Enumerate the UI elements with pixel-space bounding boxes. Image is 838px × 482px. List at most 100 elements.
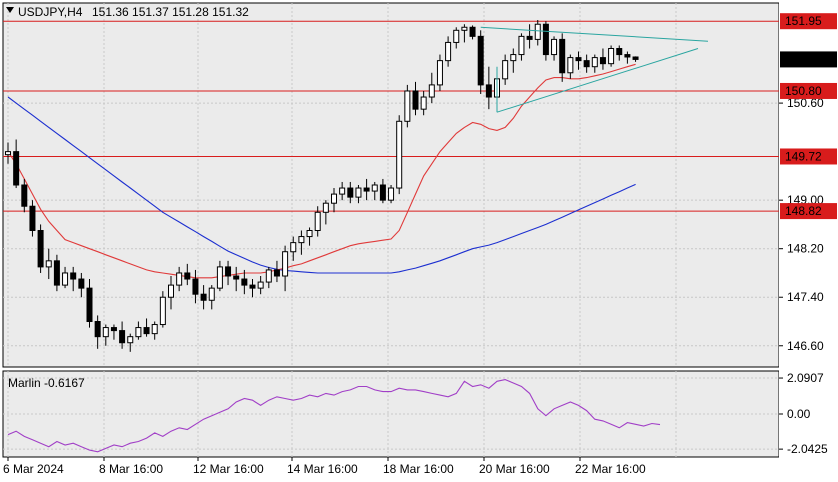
candle: [371, 181, 378, 201]
candle: [168, 276, 174, 310]
candle: [608, 45, 615, 67]
osc-tick-label: -2.0425: [787, 442, 828, 456]
candle-body: [249, 284, 256, 289]
candle: [233, 266, 240, 292]
candle-body: [94, 321, 101, 338]
candle: [127, 333, 134, 352]
candle-body: [453, 29, 460, 43]
candle: [119, 321, 126, 349]
candle: [94, 315, 101, 349]
candle: [21, 178, 28, 213]
level-price-tag: [780, 82, 837, 99]
candle: [298, 230, 305, 255]
candle-body: [119, 330, 126, 344]
candle: [200, 285, 207, 310]
candle: [151, 321, 158, 340]
candle: [216, 260, 223, 292]
axis-labels: 150.60149.00148.20147.40146.60151.95150.…: [3, 13, 837, 476]
price-tick-label: 147.40: [787, 290, 824, 304]
candle: [624, 51, 631, 64]
candle-body: [599, 57, 606, 65]
candle-body: [477, 35, 484, 86]
candle-body: [29, 205, 36, 232]
candle: [241, 269, 248, 295]
candle: [477, 30, 484, 94]
candle: [388, 185, 395, 204]
candle: [567, 54, 574, 79]
candle: [314, 206, 321, 237]
time-tick-label: 6 Mar 2024: [3, 462, 64, 476]
candle: [551, 36, 558, 61]
candle: [583, 54, 590, 73]
candle-body: [396, 120, 403, 189]
candle-body: [298, 236, 305, 244]
candle-body: [70, 272, 77, 280]
candle-body: [551, 38, 558, 56]
candle: [102, 324, 109, 346]
candle-body: [616, 48, 623, 56]
candle: [347, 181, 354, 204]
candle: [591, 54, 598, 73]
candle-body: [265, 269, 272, 283]
triangle-lower-line: [496, 48, 699, 113]
candle: [322, 200, 329, 225]
time-tick-label: 22 Mar 16:00: [575, 462, 646, 476]
candle: [436, 54, 443, 91]
candle-body: [461, 26, 468, 31]
candle: [404, 84, 411, 128]
candle-body: [168, 284, 174, 298]
candle-body: [591, 57, 598, 68]
candle: [290, 236, 297, 261]
candle: [469, 25, 476, 40]
candle: [37, 224, 44, 273]
time-tick-label: 20 Mar 16:00: [479, 462, 550, 476]
candle: [110, 324, 117, 340]
candle: [396, 115, 403, 195]
candle: [428, 72, 435, 104]
candle-body: [257, 281, 264, 289]
price-axis: [779, 0, 838, 482]
candle-body: [412, 90, 419, 110]
candle-body: [518, 35, 525, 56]
candle: [445, 36, 452, 67]
candle: [599, 48, 606, 70]
candle: [135, 321, 142, 340]
candle: [176, 266, 183, 292]
candle: [225, 260, 232, 286]
candle: [257, 276, 264, 295]
candle-body: [200, 293, 207, 301]
candle-body: [632, 56, 639, 60]
dropdown-arrow-icon[interactable]: [6, 7, 14, 13]
osc-tick-label: 2.0907: [787, 371, 824, 385]
candle: [575, 51, 582, 70]
candle: [355, 185, 362, 204]
marlin-oscillator: [7, 379, 661, 453]
level-price-tag: [780, 203, 837, 220]
candle-body: [233, 275, 240, 280]
level-price-tag: [780, 13, 837, 30]
candle: [159, 291, 166, 328]
candle: [273, 260, 280, 283]
candle-body: [510, 54, 517, 62]
candle: [192, 269, 199, 304]
candle-body: [608, 48, 615, 65]
candle: [13, 139, 20, 189]
candle: [379, 178, 386, 204]
candle-body: [331, 193, 337, 204]
candle-body: [151, 324, 158, 335]
candle-body: [176, 272, 183, 286]
candle: [502, 54, 509, 85]
candle: [78, 272, 85, 298]
candle-body: [339, 187, 346, 195]
candle-body: [62, 272, 69, 286]
candle-body: [379, 184, 386, 201]
blue-ma-line: [7, 96, 636, 274]
candle-body: [53, 260, 60, 286]
candle: [70, 266, 77, 292]
candle-body: [420, 96, 427, 110]
candle-body: [306, 230, 313, 238]
candle-body: [526, 35, 533, 40]
candle-body: [502, 60, 509, 80]
candle-body: [192, 278, 199, 295]
candle: [559, 33, 566, 82]
